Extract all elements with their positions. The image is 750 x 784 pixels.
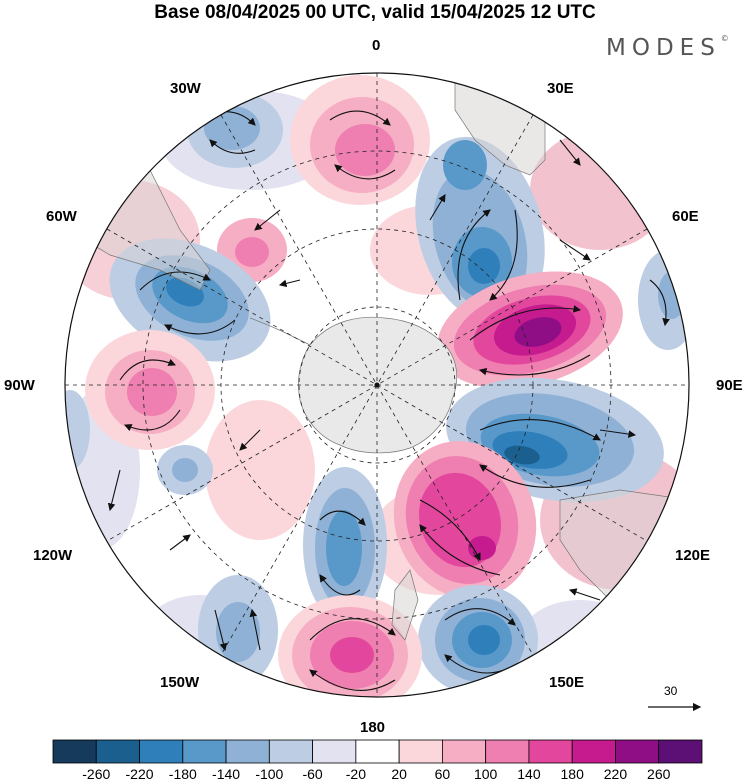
- colorbar-swatch: [571, 739, 616, 764]
- lon-label-right: 90E: [716, 377, 743, 394]
- colorbar: [52, 739, 703, 764]
- wind-vectors: [107, 110, 670, 691]
- colorbar-tick-labels: -260 -220 -180 -140 -100 -60 -20 20 60 100 140 180 2…: [0, 766, 750, 784]
- map-title: Base 08/04/2025 00 UTC, valid 15/04/2025…: [154, 2, 596, 23]
- colorbar-tick-label: 20: [391, 766, 407, 782]
- colorbar-swatch: [182, 739, 227, 764]
- colorbar-swatch: [268, 739, 314, 764]
- map-boundary: [64, 72, 690, 698]
- colorbar-tick-label: 260: [647, 766, 671, 782]
- colorbar-tick-label: -220: [125, 766, 154, 782]
- colorbar-swatch: [52, 739, 97, 764]
- colorbar-tick-label: 180: [560, 766, 584, 782]
- colorbar-tick-label: -20: [345, 766, 366, 782]
- lon-label-top: 0: [372, 37, 381, 54]
- colorbar-tick-label: -140: [212, 766, 241, 782]
- colorbar-tick-label: -260: [82, 766, 111, 782]
- colorbar-swatch: [312, 739, 357, 764]
- lon-label-left: 90W: [4, 377, 35, 394]
- colorbar-tick-label: 100: [473, 766, 498, 782]
- lon-label-120w: 120W: [33, 547, 73, 564]
- lon-label-60e: 60E: [672, 208, 699, 225]
- lon-label-150w: 150W: [160, 674, 200, 691]
- lon-label-150e: 150E: [549, 674, 585, 691]
- colorbar-swatch: [95, 739, 140, 764]
- colorbar-swatch: [398, 739, 443, 764]
- brand-logo: MODES©: [606, 34, 729, 61]
- reference-vector-value: 30: [664, 684, 678, 698]
- colorbar-swatch: [485, 739, 530, 764]
- lon-label-bottom: 180: [360, 719, 386, 736]
- colorbar-swatch: [441, 739, 487, 764]
- colorbar-tick-label: 60: [434, 766, 451, 782]
- colorbar-tick-label: 220: [603, 766, 628, 782]
- colorbar-swatch: [615, 739, 660, 764]
- colorbar-swatch: [139, 739, 184, 764]
- lon-label-60w: 60W: [46, 208, 77, 225]
- colorbar-swatch: [658, 739, 703, 764]
- anomaly-field: [65, 73, 689, 697]
- colorbar-tick-label: -100: [255, 766, 284, 782]
- lon-label-120e: 120E: [675, 547, 711, 564]
- colorbar-tick-label: -60: [302, 766, 323, 782]
- lon-label-30w: 30W: [170, 80, 201, 97]
- colorbar-swatch: [355, 739, 400, 764]
- colorbar-swatch: [528, 739, 573, 764]
- colorbar-tick-label: 140: [517, 766, 541, 782]
- colorbar-tick-label: -180: [168, 766, 197, 782]
- colorbar-swatch: [225, 739, 270, 764]
- lon-label-30e: 30E: [547, 80, 574, 97]
- pole-marker: [374, 382, 380, 388]
